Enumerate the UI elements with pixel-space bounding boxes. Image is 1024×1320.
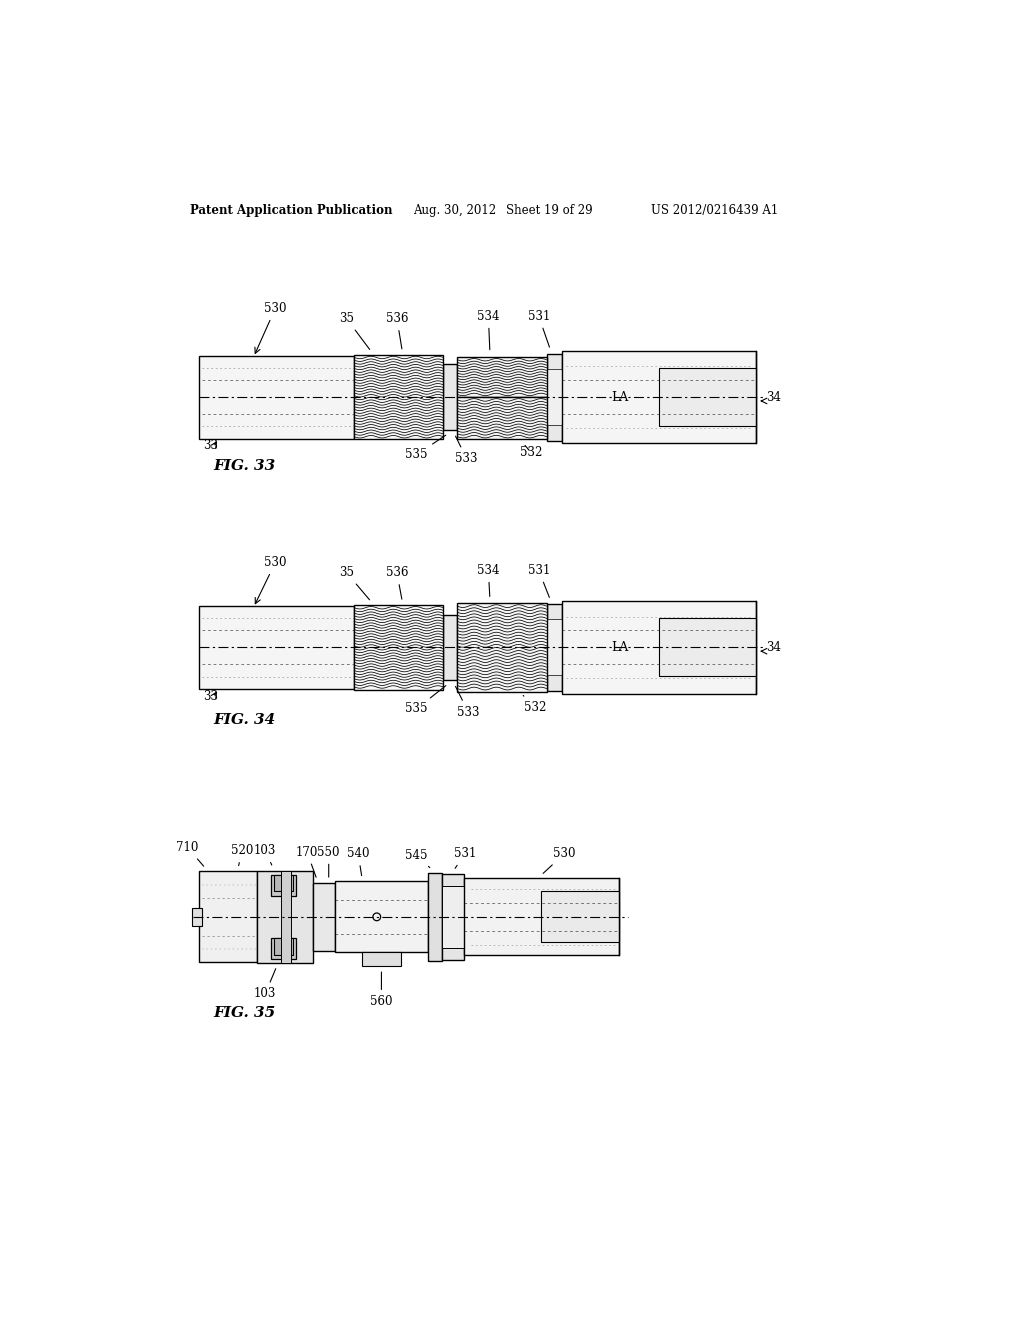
Text: 530: 530: [255, 556, 287, 603]
Text: 710: 710: [176, 841, 204, 866]
Text: 520: 520: [230, 843, 253, 866]
Text: Aug. 30, 2012: Aug. 30, 2012: [414, 205, 497, 218]
Bar: [458, 397, 547, 440]
Bar: [200, 606, 354, 689]
Text: 535: 535: [406, 436, 445, 462]
Bar: [442, 886, 464, 948]
Text: Sheet 19 of 29: Sheet 19 of 29: [506, 205, 593, 218]
Text: US 2012/0216439 A1: US 2012/0216439 A1: [651, 205, 778, 218]
Bar: [282, 871, 291, 964]
Bar: [257, 871, 313, 964]
Bar: [541, 891, 618, 942]
Text: 533: 533: [456, 686, 479, 718]
Bar: [191, 908, 203, 927]
Bar: [562, 601, 756, 693]
Text: 33: 33: [203, 440, 218, 453]
Bar: [428, 873, 442, 961]
Text: 530: 530: [255, 302, 287, 354]
Text: 533: 533: [456, 436, 478, 465]
Bar: [442, 874, 464, 960]
Bar: [274, 874, 293, 891]
Text: 532: 532: [523, 696, 546, 714]
Bar: [562, 351, 756, 444]
Text: 33: 33: [203, 690, 218, 702]
Bar: [658, 368, 756, 426]
Text: 531: 531: [527, 564, 550, 598]
Bar: [354, 355, 443, 440]
Text: 170: 170: [296, 846, 318, 878]
Text: 535: 535: [406, 685, 445, 715]
Bar: [200, 871, 257, 962]
Text: FIG. 35: FIG. 35: [213, 1006, 275, 1020]
Bar: [313, 883, 335, 950]
Text: 536: 536: [386, 566, 409, 599]
Text: 103: 103: [254, 969, 276, 1001]
Text: 560: 560: [370, 972, 392, 1008]
Text: 534: 534: [477, 564, 500, 597]
Bar: [271, 874, 296, 896]
Bar: [443, 364, 458, 430]
Bar: [547, 603, 562, 690]
Bar: [200, 355, 354, 438]
Bar: [362, 952, 400, 966]
Text: LA: LA: [611, 391, 629, 404]
Bar: [271, 937, 296, 960]
Bar: [335, 882, 428, 952]
Text: FIG. 33: FIG. 33: [213, 459, 275, 474]
Text: 35: 35: [339, 312, 370, 350]
Text: 531: 531: [454, 847, 476, 869]
Text: Patent Application Publication: Patent Application Publication: [190, 205, 392, 218]
Text: 550: 550: [317, 846, 340, 876]
Text: 34: 34: [767, 640, 781, 653]
Bar: [464, 878, 618, 956]
Text: 536: 536: [386, 312, 409, 348]
Bar: [458, 603, 547, 692]
Bar: [354, 605, 443, 689]
Text: FIG. 34: FIG. 34: [213, 713, 275, 727]
Text: LA: LA: [611, 640, 629, 653]
Bar: [274, 937, 293, 954]
Text: 35: 35: [339, 566, 370, 599]
Text: 34: 34: [767, 391, 781, 404]
Bar: [547, 619, 562, 676]
Bar: [658, 619, 756, 676]
Bar: [458, 358, 547, 397]
Text: 540: 540: [347, 847, 370, 875]
Bar: [443, 615, 458, 680]
Text: 103: 103: [254, 843, 276, 865]
Text: 530: 530: [543, 847, 575, 874]
Text: 531: 531: [527, 310, 550, 347]
Bar: [547, 370, 562, 425]
Text: 534: 534: [477, 310, 500, 350]
Bar: [547, 354, 562, 441]
Text: 545: 545: [406, 849, 430, 867]
Text: 532: 532: [520, 445, 542, 459]
